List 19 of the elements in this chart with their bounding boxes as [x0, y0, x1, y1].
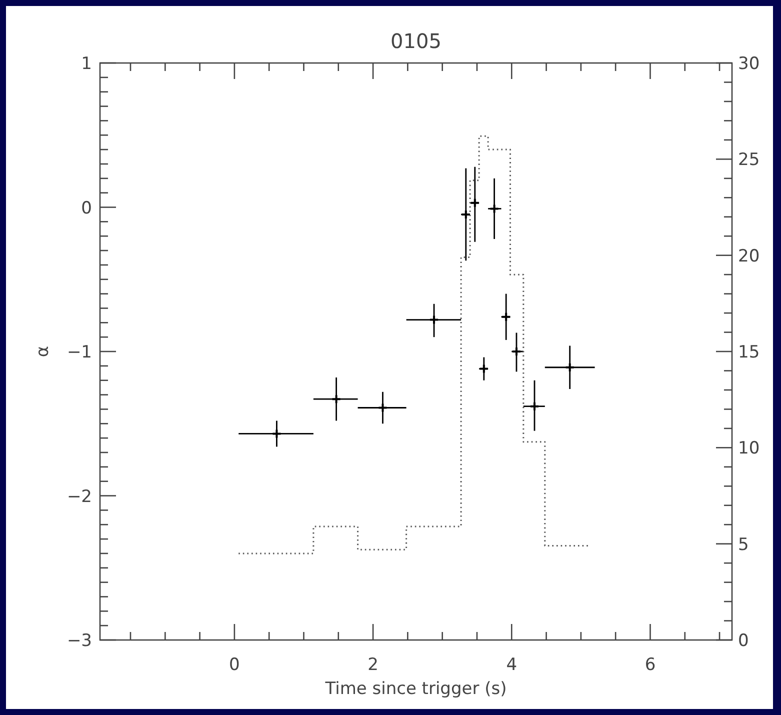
y-tick-label: −1 — [66, 342, 92, 362]
x-tick-label: 2 — [368, 655, 378, 675]
y-tick-label: 0 — [81, 198, 92, 218]
y2-tick-label: 15 — [738, 342, 760, 362]
y2-tick-label: 10 — [738, 438, 760, 459]
chart-title: 0105 — [390, 29, 442, 53]
x-tick-label: 0 — [229, 655, 240, 675]
y2-tick-label: 25 — [738, 150, 760, 170]
x-axis-title: Time since trigger (s) — [324, 679, 507, 699]
x-tick-label: 6 — [644, 655, 656, 675]
y2-tick-label: 5 — [738, 534, 749, 555]
y-tick-label: −2 — [66, 486, 92, 507]
y2-tick-label: 20 — [738, 246, 760, 266]
y2-tick-label: 30 — [738, 54, 760, 74]
x-tick-label: 4 — [506, 655, 518, 675]
y-axis-title: α — [33, 346, 53, 358]
y2-tick-label: 0 — [738, 631, 749, 651]
y-tick-label: 1 — [81, 54, 92, 74]
y-tick-label: −3 — [66, 631, 92, 651]
